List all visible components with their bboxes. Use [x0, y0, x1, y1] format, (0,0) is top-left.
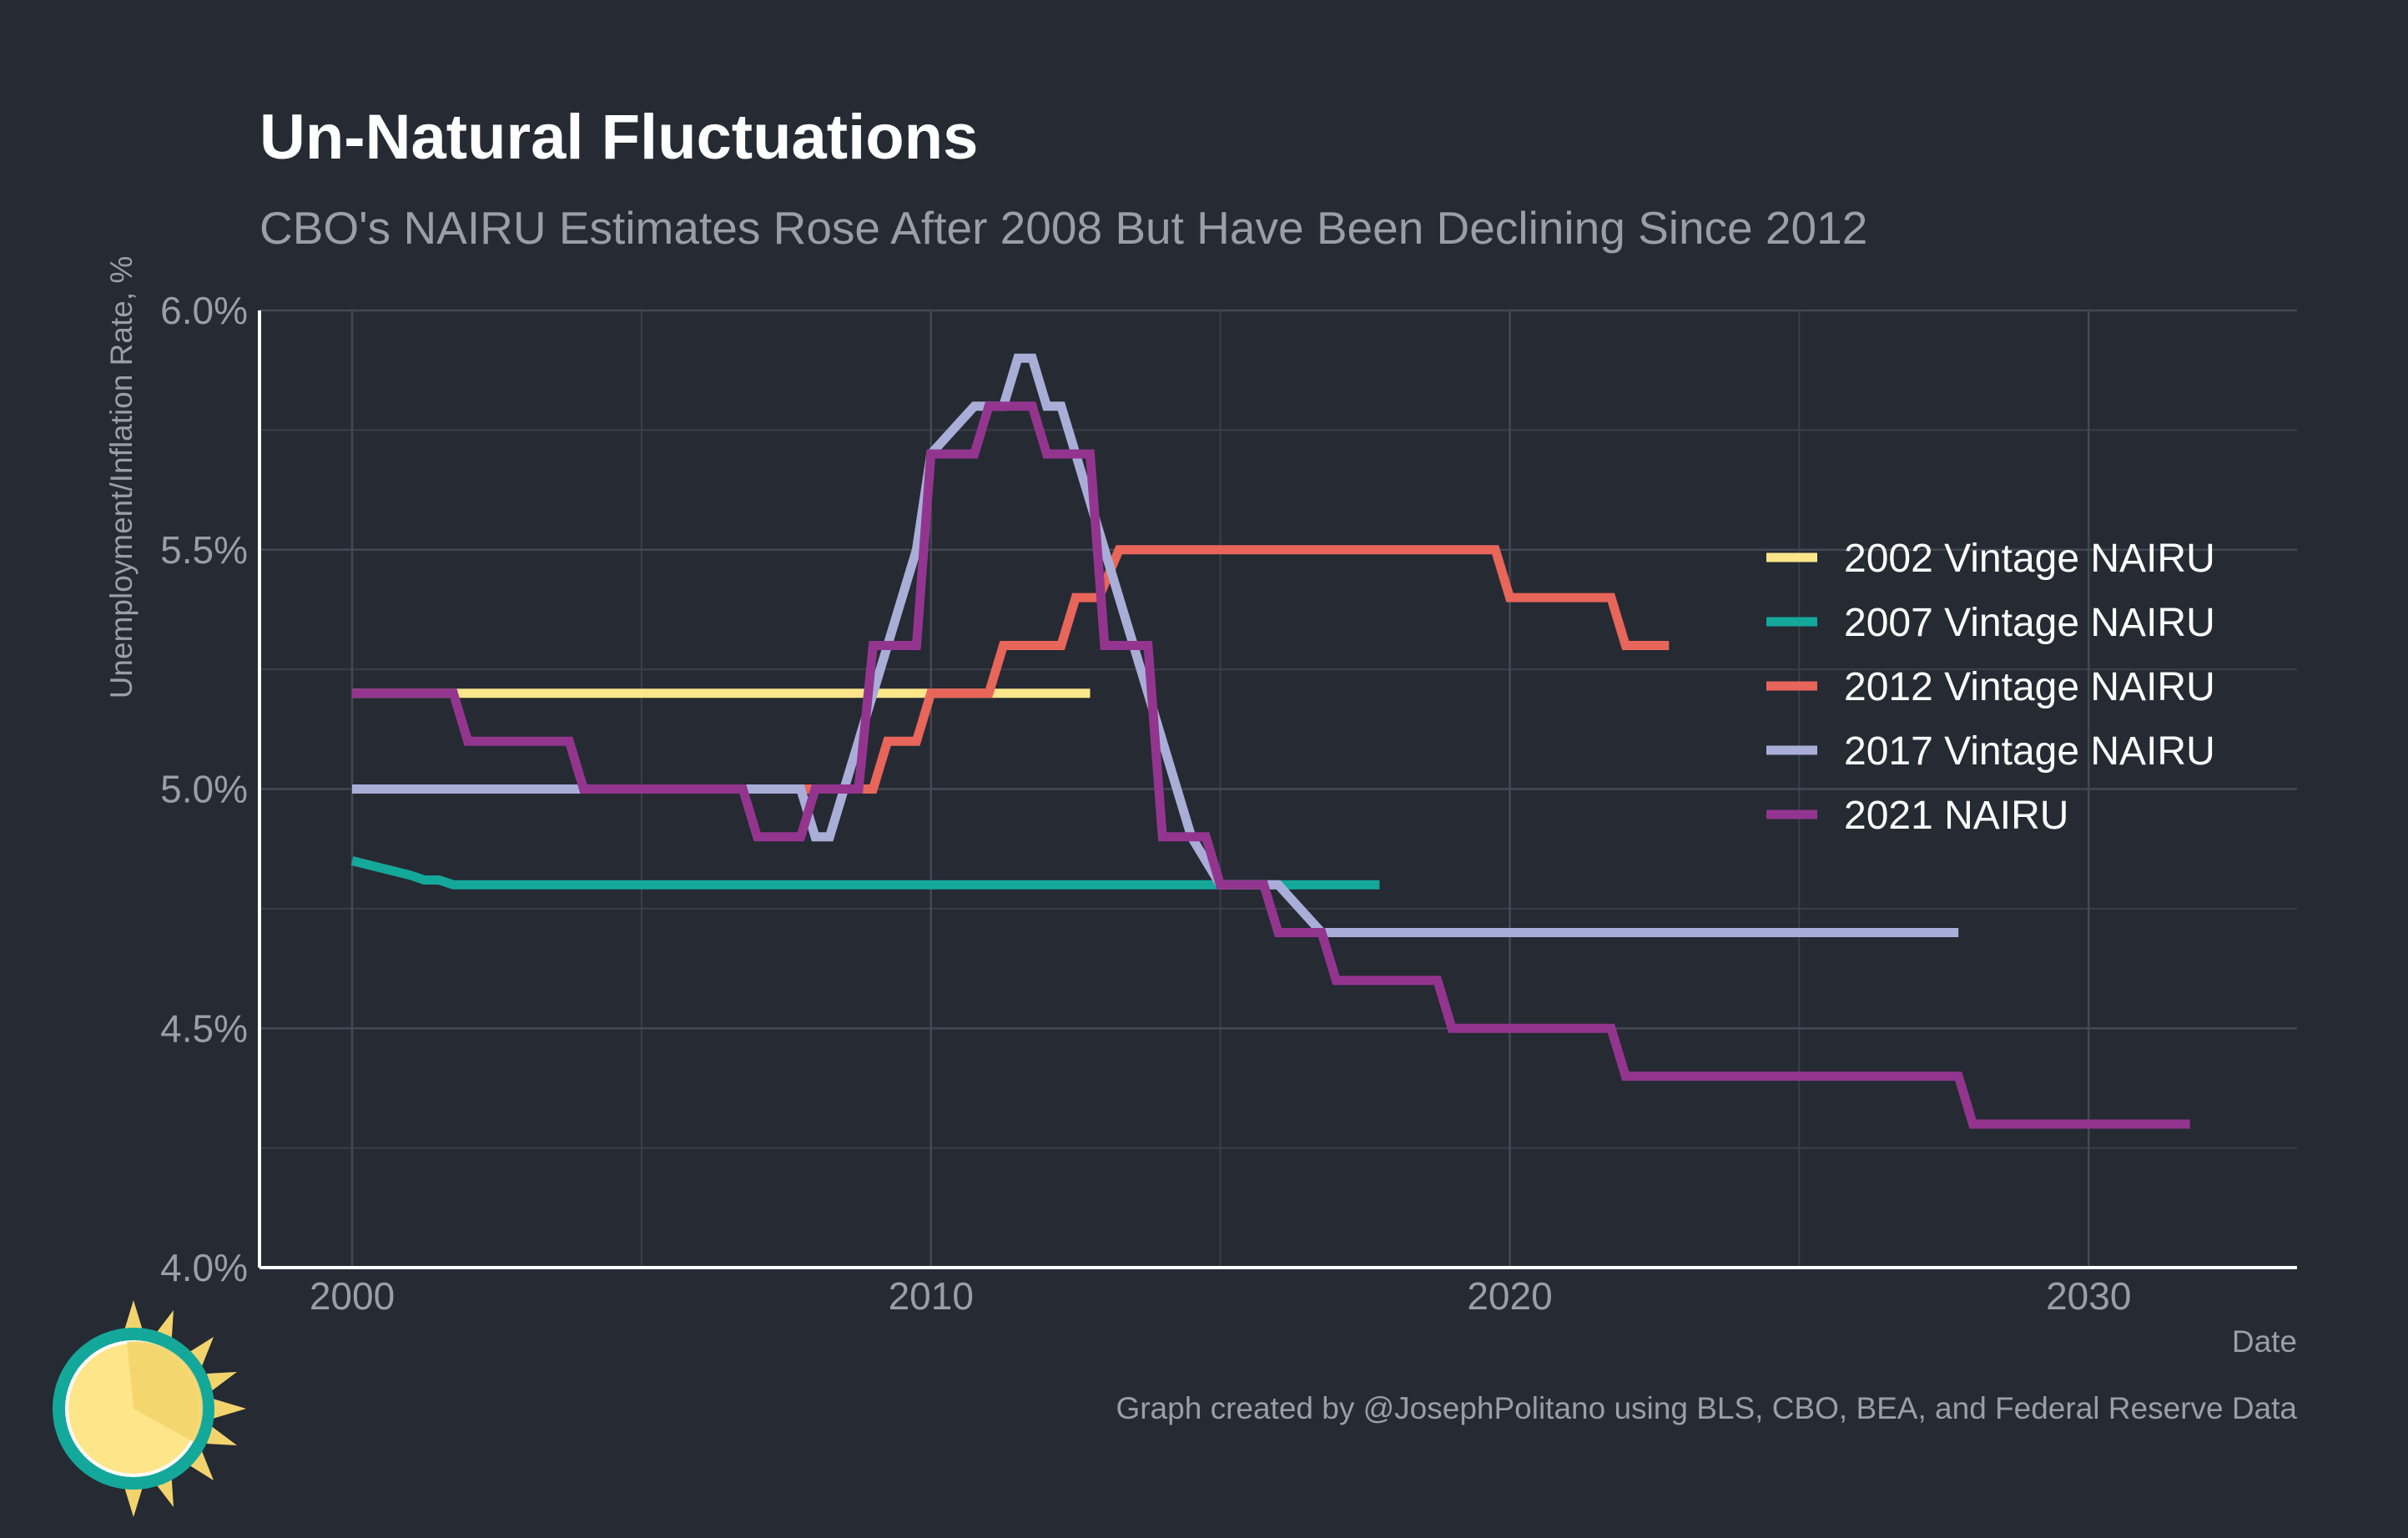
legend-label-1: 2007 Vintage NAIRU [1844, 601, 2215, 645]
y-tick-label: 4.5% [160, 1006, 248, 1050]
x-tick-label: 2010 [889, 1274, 974, 1318]
legend: 2002 Vintage NAIRU 2007 Vintage NAIRU 2012… [1766, 537, 2215, 838]
legend-label-4: 2021 NAIRU [1844, 794, 2068, 838]
legend-label-0: 2002 Vintage NAIRU [1844, 537, 2215, 581]
y-tick-label: 5.0% [160, 768, 248, 811]
legend-label-2: 2012 Vintage NAIRU [1844, 665, 2215, 709]
series-line-4 [352, 401, 2190, 1129]
series-line-1 [350, 856, 1380, 890]
series-line-3 [352, 353, 1959, 937]
y-tick-label: 4.0% [160, 1246, 248, 1289]
axes [258, 310, 2297, 1269]
x-axis-label: Date [2232, 1324, 2297, 1359]
y-axis-label: Unemployment/Inflation Rate, % [104, 256, 139, 699]
caption: Graph created by @JosephPolitano using B… [1116, 1391, 2297, 1425]
x-tick-label: 2020 [1467, 1274, 1552, 1318]
chart-subtitle: CBO's NAIRU Estimates Rose After 2008 Bu… [259, 202, 1867, 254]
sun-logo [53, 1300, 246, 1517]
tick-labels: 4.0% 4.5% 5.0% 5.5% 6.0% 2000 2010 2020 2030 [160, 289, 2131, 1318]
y-tick-label: 5.5% [160, 528, 248, 572]
series-layer [350, 353, 2190, 1129]
legend-label-3: 2017 Vintage NAIRU [1844, 729, 2215, 774]
clock-hand-icon [127, 1341, 204, 1442]
series-line-2 [757, 545, 1670, 794]
y-tick-label: 6.0% [160, 289, 248, 332]
x-tick-label: 2000 [310, 1274, 395, 1318]
x-tick-label: 2030 [2046, 1274, 2131, 1318]
chart-title: Un-Natural Fluctuations [259, 102, 978, 173]
